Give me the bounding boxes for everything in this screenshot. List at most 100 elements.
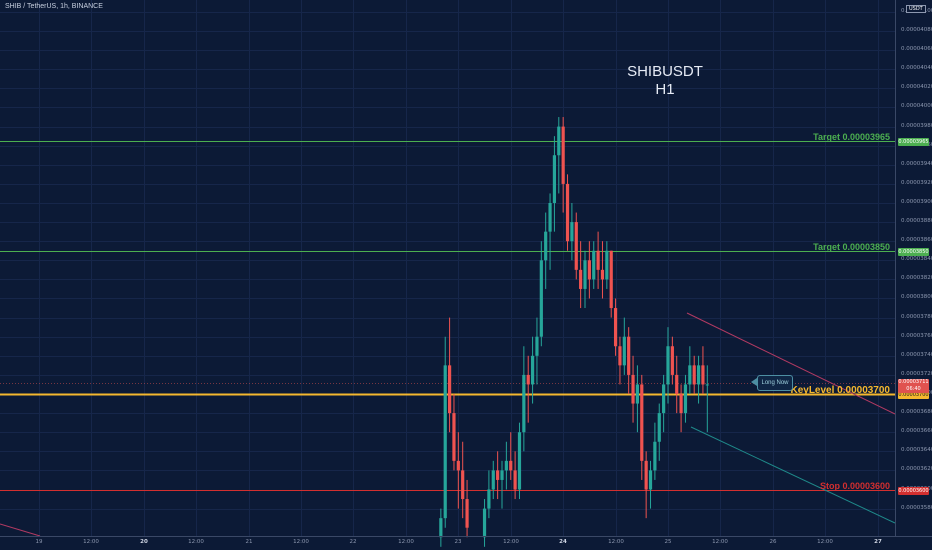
candle-body — [701, 365, 705, 385]
candle-body — [544, 231, 548, 261]
current-price-value: 0.00003711 — [898, 379, 929, 385]
candle-body — [482, 508, 487, 538]
time-tick-label: 12:00 — [83, 539, 99, 545]
price-tick-label: 0.00003640 — [901, 447, 932, 453]
candle-body — [587, 260, 591, 280]
candle-body — [679, 394, 683, 414]
currency-unit-label[interactable]: USDT — [906, 5, 926, 13]
candle-body — [705, 384, 709, 386]
candle-body — [535, 336, 539, 356]
candle-body — [592, 250, 596, 280]
candle-body — [570, 222, 574, 242]
candle-body — [653, 441, 657, 471]
candle-body — [644, 460, 648, 490]
candle-body — [683, 384, 688, 414]
price-tick-label: 0.00004060 — [901, 46, 932, 52]
candle-body — [447, 365, 452, 414]
candle-body — [517, 432, 522, 490]
level-lines — [0, 141, 895, 491]
current-price-tag: 0.00003711 06:40 — [898, 379, 929, 393]
candle-body — [552, 155, 557, 203]
candle-body — [579, 269, 583, 289]
time-tick-label: 12:00 — [188, 539, 204, 545]
old-trend-line — [0, 523, 41, 537]
candle-body — [675, 374, 679, 394]
candle-body — [487, 489, 491, 509]
bar-countdown: 06:40 — [906, 386, 921, 392]
candle-body — [666, 346, 670, 385]
price-tick-label: 0.00003980 — [901, 123, 932, 129]
level-label: Stop 0.00003600 — [819, 480, 890, 491]
candle-body — [513, 470, 517, 490]
price-tick-label: 0.00003920 — [901, 180, 932, 186]
time-tick-label: 26 — [769, 539, 777, 545]
price-tick-label: 0.00003940 — [901, 161, 932, 167]
price-tick-label: 0.00003720 — [901, 371, 932, 377]
time-tick-label: 20 — [140, 539, 148, 545]
price-tick-label: 0.00003860 — [901, 237, 932, 243]
candle-body — [561, 126, 565, 184]
candle-body — [583, 260, 587, 289]
candle-body — [635, 384, 640, 404]
candle-body — [565, 183, 570, 242]
price-tick-label: 0.00003800 — [901, 294, 932, 300]
candle-body — [548, 203, 552, 232]
candle-body — [500, 470, 504, 480]
candle-body — [613, 308, 618, 347]
candle-body — [526, 374, 530, 385]
price-tick-label: 0.00004020 — [901, 84, 932, 90]
price-tick-label: 0.00003840 — [901, 256, 932, 262]
candle-body — [491, 470, 495, 490]
level-price-tag: 0.00003850 — [898, 247, 929, 256]
candle-body — [452, 413, 456, 461]
price-tick-label: 0.00003880 — [901, 218, 932, 224]
candle-body — [657, 413, 661, 442]
candle-body — [688, 365, 692, 385]
level-price-tag: 0.00003965 — [898, 137, 929, 146]
chart-subtitle: H1 — [655, 81, 675, 98]
candle-body — [618, 346, 622, 366]
level-label: Target 0.00003850 — [813, 241, 890, 252]
price-tick-label: 0.00003740 — [901, 352, 932, 358]
candle-body — [648, 470, 653, 490]
candle-body — [631, 374, 635, 404]
candle-body — [622, 336, 626, 366]
price-tick-label: 0.00003580 — [901, 505, 932, 511]
level-price-tag: 0.00003700 — [898, 390, 929, 399]
trend-channel — [0, 312, 896, 537]
candle-body — [600, 269, 605, 280]
time-tick-label: 12:00 — [503, 539, 519, 545]
time-tick-label: 12:00 — [712, 539, 728, 545]
time-tick-label: 12:00 — [398, 539, 414, 545]
candle-body — [605, 250, 609, 280]
candle-body — [522, 374, 526, 433]
trend-lower-line — [690, 426, 896, 524]
candle-body — [662, 384, 666, 414]
candle-body — [596, 250, 600, 270]
candle-body — [504, 460, 508, 471]
candle-body — [496, 470, 500, 480]
level-price-tag: 0.00003600 — [898, 486, 929, 495]
level-label: Target 0.00003965 — [813, 131, 890, 142]
long-now-callout: Long Now — [757, 375, 793, 391]
price-tick-label: 0.00003820 — [901, 275, 932, 281]
candle-body — [443, 365, 447, 519]
time-tick-label: 24 — [559, 539, 567, 545]
time-tick-label: 25 — [664, 539, 672, 545]
time-tick-label: 12:00 — [608, 539, 624, 545]
price-tick-label: 0.00003760 — [901, 333, 932, 339]
time-tick-label: 21 — [245, 539, 253, 545]
candle-body — [439, 518, 443, 538]
chart-title: SHIBUSDT — [627, 63, 703, 80]
candle-body — [509, 460, 513, 471]
candle-body — [627, 336, 631, 375]
candle-body — [465, 499, 469, 528]
symbol-header: SHIB / TetherUS, 1h, BINANCE — [5, 3, 103, 10]
time-tick-label: 12:00 — [817, 539, 833, 545]
candle-body — [461, 470, 465, 500]
candle-body — [539, 260, 543, 337]
candle-body — [640, 384, 644, 461]
candle-body — [456, 460, 460, 471]
candle-body — [696, 365, 701, 385]
